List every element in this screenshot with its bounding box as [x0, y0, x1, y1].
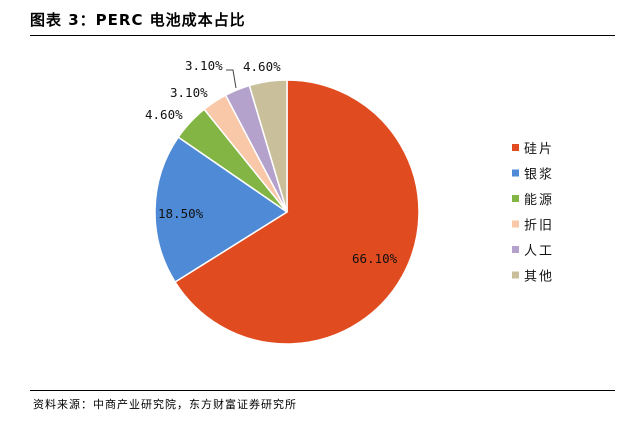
legend-swatch-3 — [512, 220, 519, 228]
legend-label-3: 折旧 — [524, 219, 554, 234]
data-label-4: 3.10% — [185, 58, 223, 73]
chart-title: 图表 3：PERC 电池成本占比 — [30, 11, 246, 29]
pie-slice-1 — [154, 136, 289, 284]
legend-swatch-2 — [512, 195, 519, 202]
data-label-5: 4.60% — [243, 59, 281, 74]
legend-swatch-4 — [512, 246, 519, 253]
legend-swatch-1 — [512, 169, 519, 177]
data-label-3: 3.10% — [170, 85, 208, 100]
legend-swatch-5 — [512, 271, 519, 279]
slice-labels: 66.10% 18.50% 4.60% 3.10% 3.10% 4.60% — [145, 58, 398, 266]
pie-chart: 66.10% 18.50% 4.60% 3.10% 3.10% 4.60% 硅片银浆能源折… — [145, 58, 554, 345]
source-note: 资料来源：中商产业研究院，东方财富证券研究所 — [33, 398, 297, 411]
legend-label-0: 硅片 — [524, 142, 554, 157]
bottom-rule — [30, 390, 615, 391]
legend-swatch-0 — [512, 144, 519, 151]
data-label-0: 66.10% — [352, 251, 398, 266]
pie-slice-0 — [174, 79, 420, 345]
pie-slice-5 — [248, 79, 288, 213]
legend-label-1: 银浆 — [524, 168, 554, 183]
data-label-1: 18.50% — [158, 206, 204, 221]
legend-label-4: 人工 — [524, 244, 554, 259]
pie-slices — [154, 79, 420, 345]
legend-label-5: 其他 — [524, 270, 554, 285]
leader-line-4 — [226, 69, 237, 89]
data-label-2: 4.60% — [145, 107, 183, 122]
legend-label-2: 能源 — [524, 193, 554, 208]
top-rule — [30, 35, 615, 36]
